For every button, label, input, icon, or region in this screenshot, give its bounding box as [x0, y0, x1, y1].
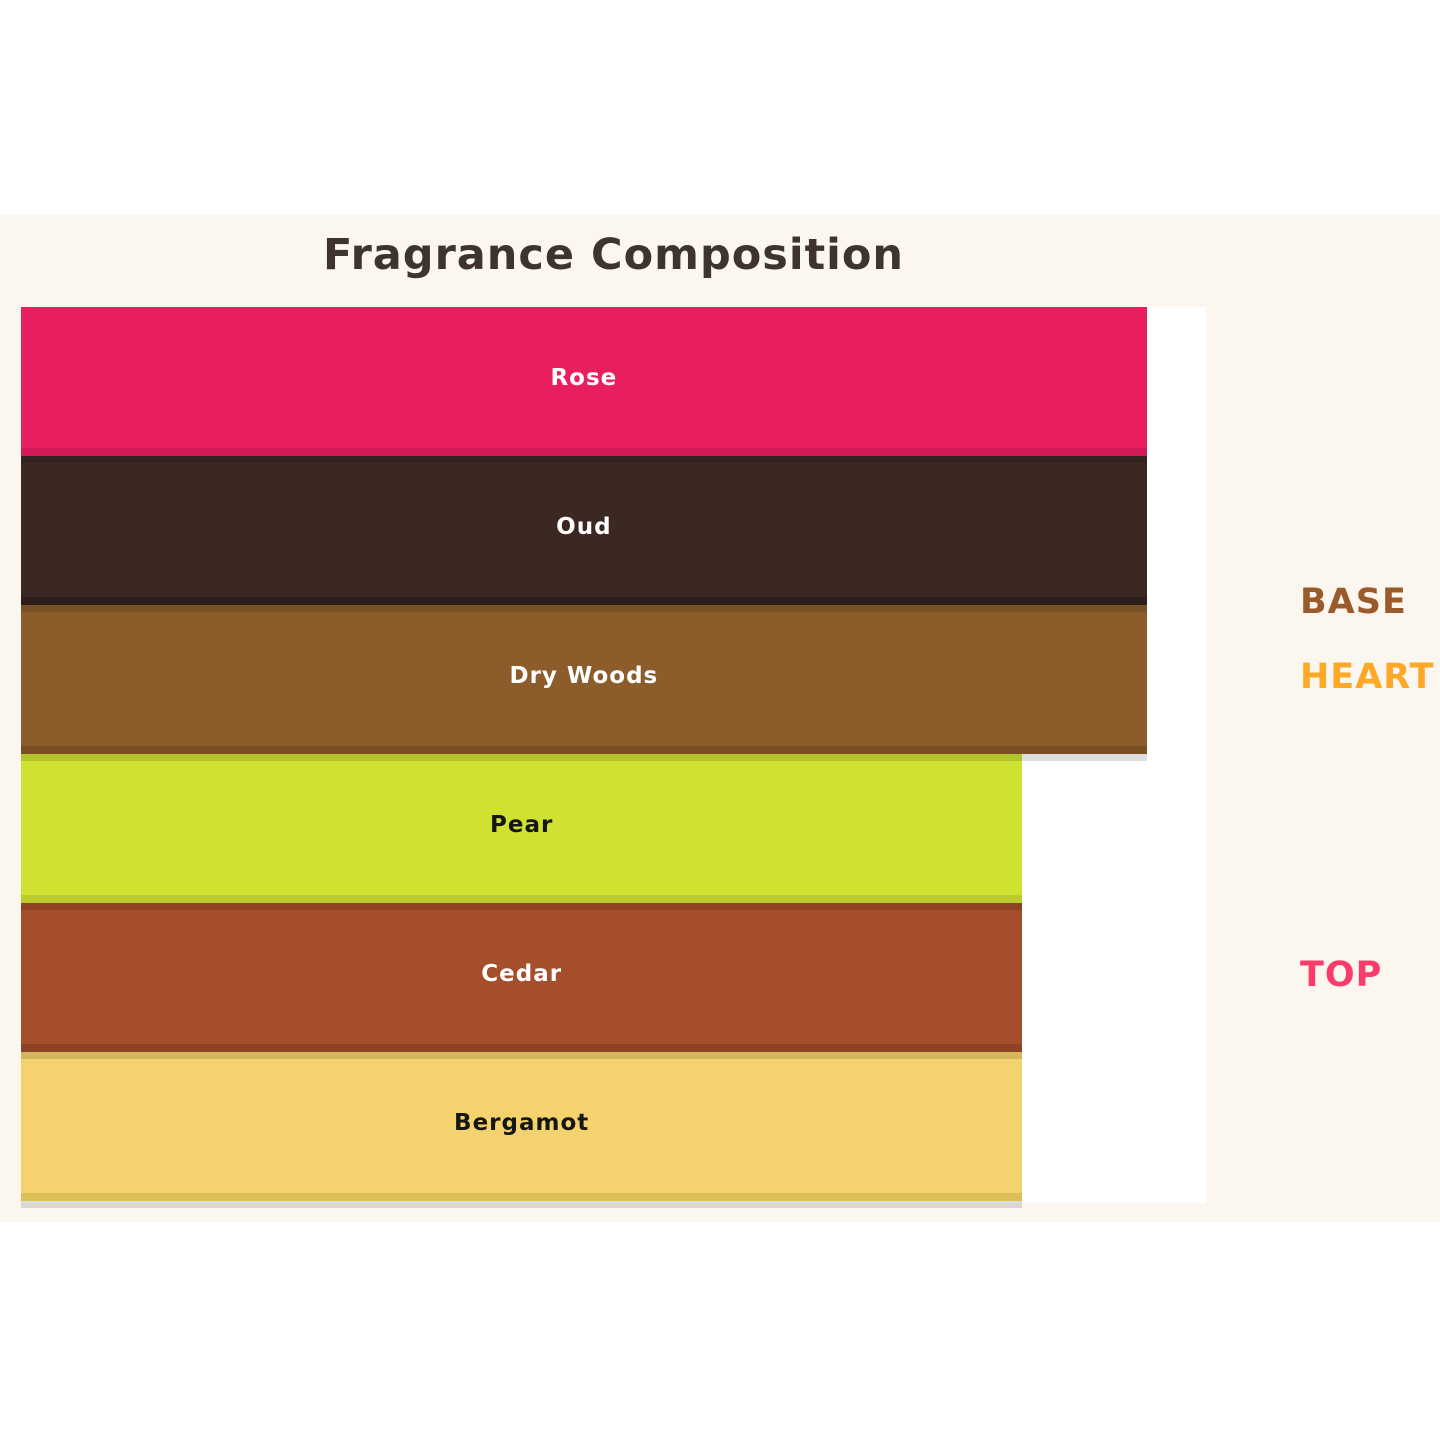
chart-title: Fragrance Composition	[322, 230, 905, 280]
group-label-heart: HEART	[1300, 657, 1435, 697]
bar-label-cedar: Cedar	[481, 960, 563, 987]
bar-label-bergamot: Bergamot	[454, 1109, 590, 1136]
bar-rose: Rose	[21, 307, 1147, 456]
bar-dry-woods: Dry Woods	[21, 605, 1147, 754]
bar-label-dry-woods: Dry Woods	[509, 662, 659, 689]
group-label-top: TOP	[1300, 955, 1383, 995]
bar-bergamot: Bergamot	[21, 1052, 1023, 1201]
group-label-base: BASE	[1300, 582, 1407, 622]
bar-label-pear: Pear	[489, 811, 554, 838]
bars-container: Rose Oud Dry Woods Pear Cedar Bergamot	[21, 307, 1206, 1203]
figure-background: Fragrance Composition Rose Oud Dry Woods Pe…	[0, 215, 1440, 1222]
plot-area: Rose Oud Dry Woods Pear Cedar Bergamot	[21, 307, 1206, 1203]
bar-cedar: Cedar	[21, 903, 1023, 1052]
bar-label-oud: Oud	[556, 513, 612, 540]
bar-oud: Oud	[21, 456, 1147, 605]
bar-pear: Pear	[21, 754, 1023, 903]
bar-label-rose: Rose	[550, 364, 618, 391]
